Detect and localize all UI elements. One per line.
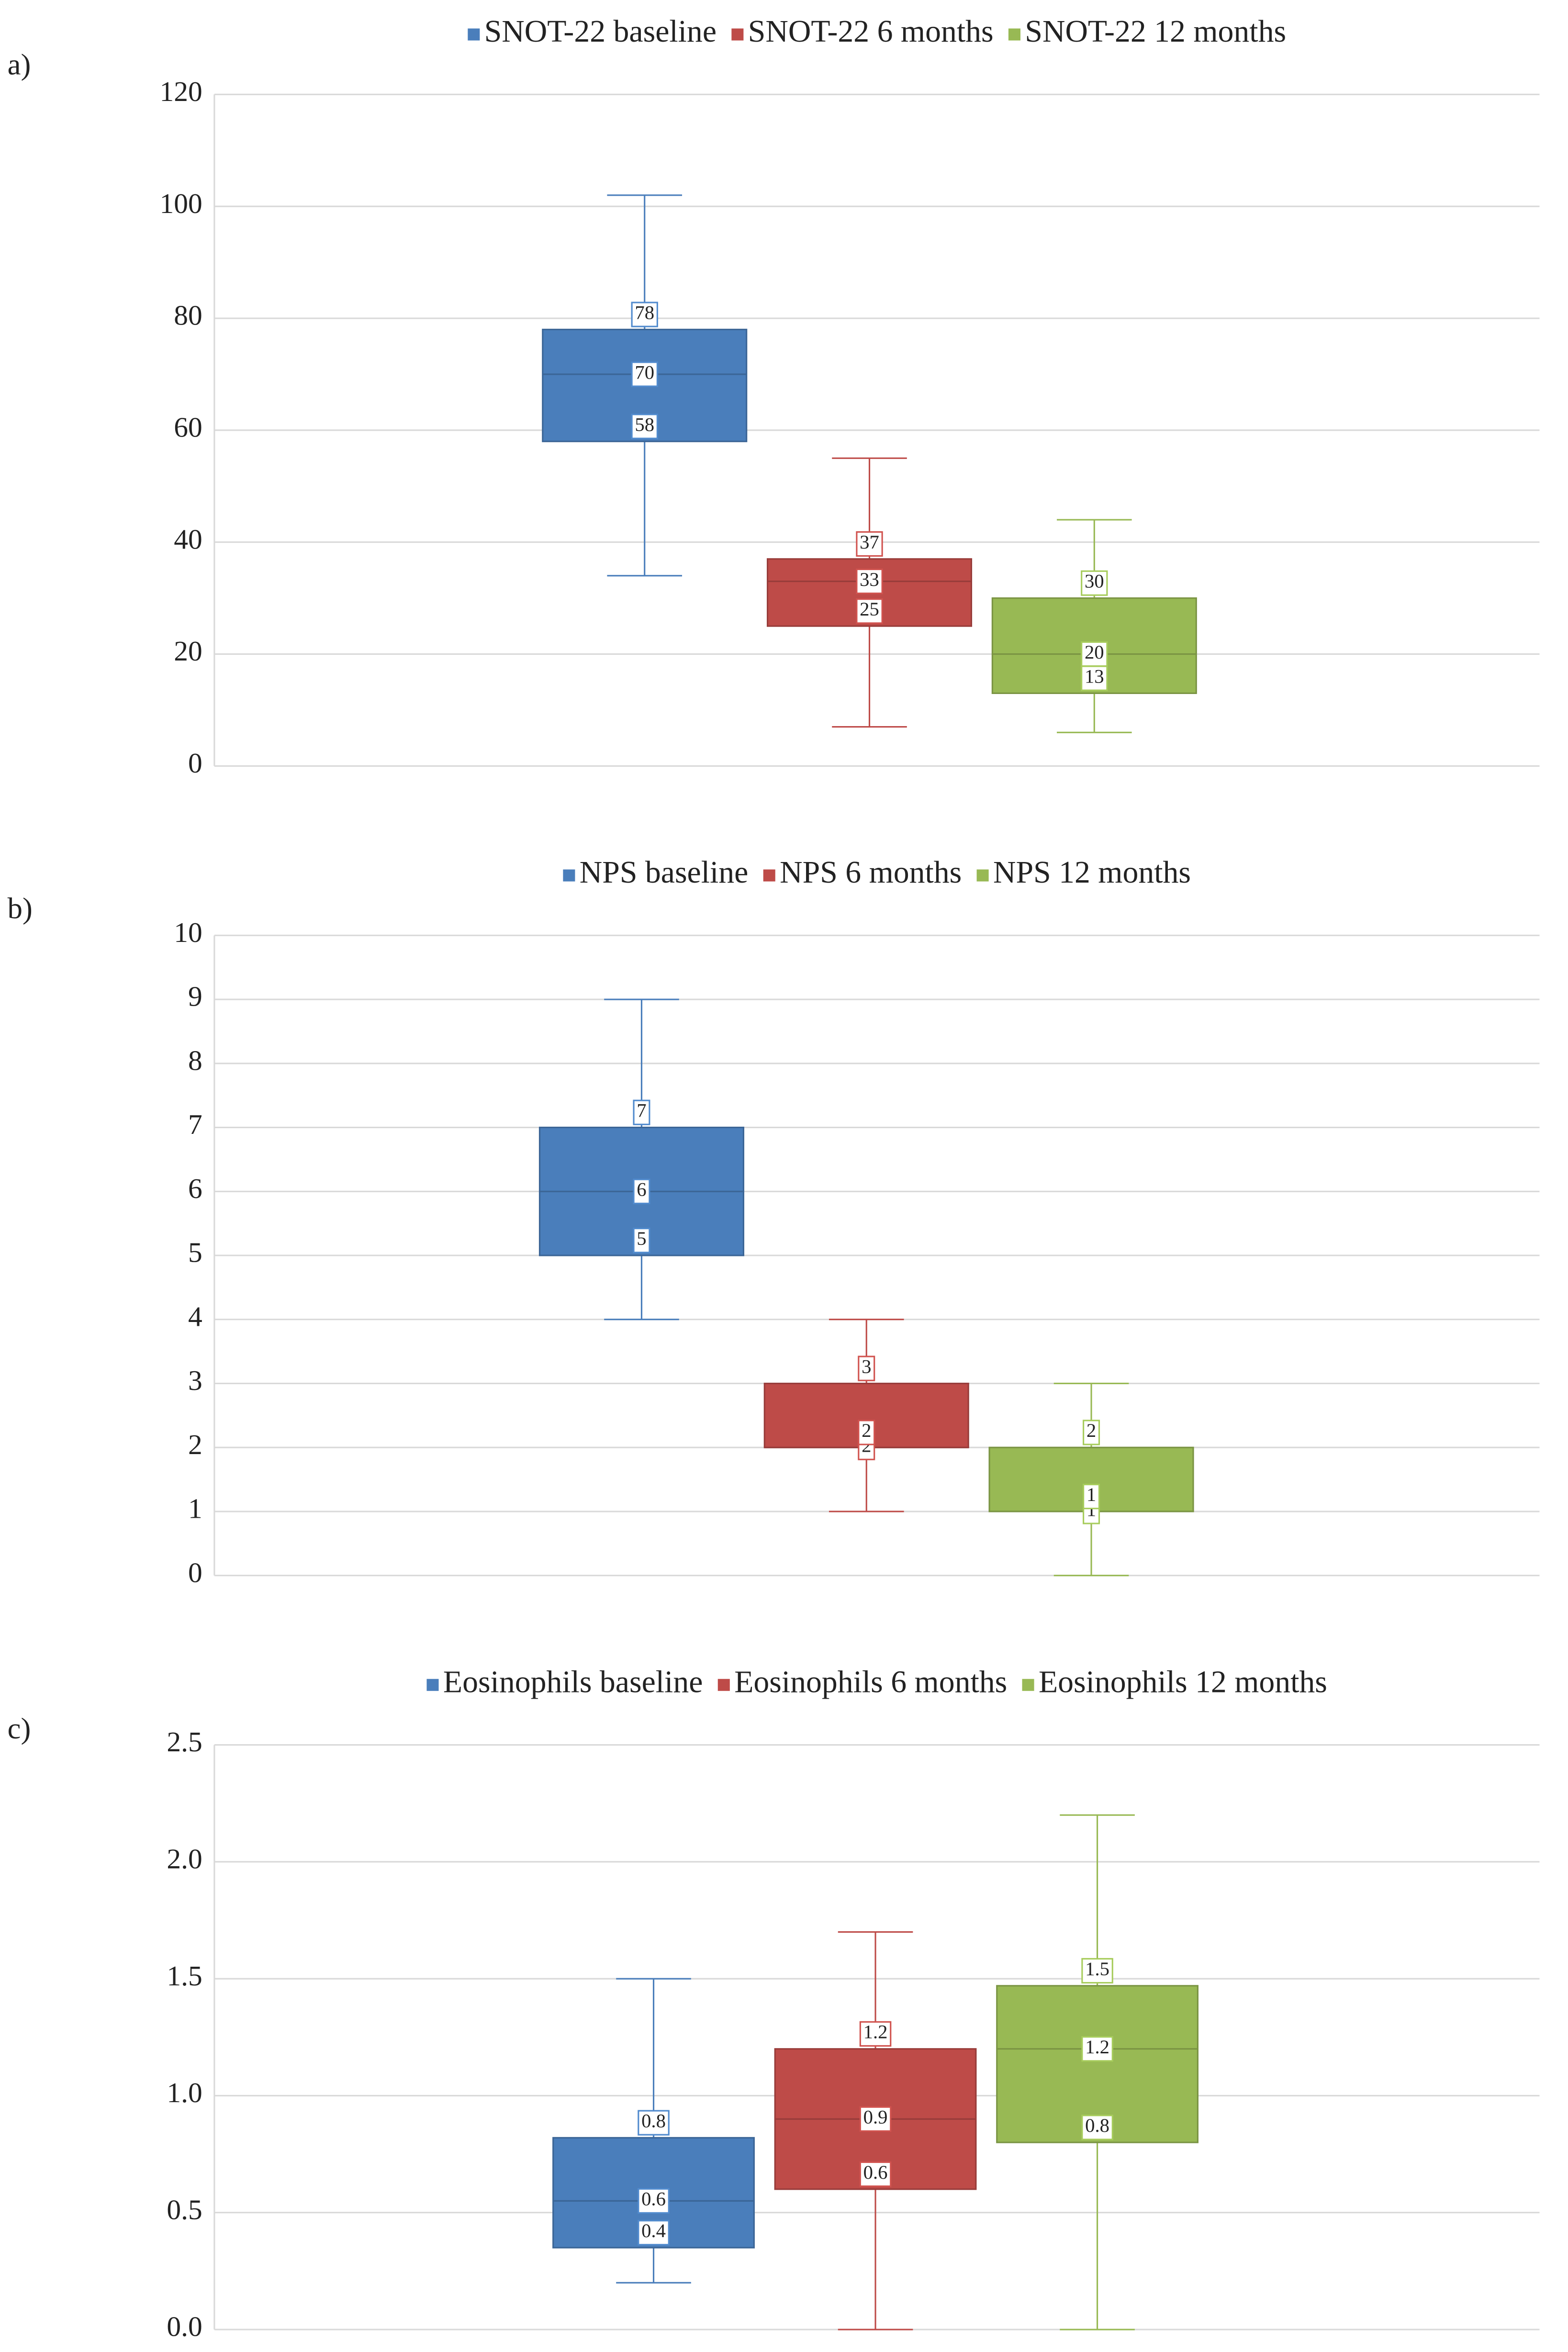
y-tick-label: 100 bbox=[160, 188, 202, 219]
legend-label: NPS baseline bbox=[580, 855, 749, 890]
value-label-box bbox=[1081, 665, 1108, 691]
panel-label: a) bbox=[8, 47, 31, 81]
value-label-box bbox=[858, 1355, 875, 1381]
y-tick-label: 2 bbox=[188, 1429, 202, 1460]
legend-label: SNOT-22 12 months bbox=[1025, 14, 1286, 49]
y-tick-label: 1.5 bbox=[167, 1960, 202, 1992]
value-label: 1.2 bbox=[863, 2021, 888, 2043]
value-label-box bbox=[638, 2188, 670, 2214]
legend-label: NPS 12 months bbox=[993, 855, 1191, 890]
value-label: 1 bbox=[1086, 1484, 1096, 1505]
legend-marker bbox=[1022, 1679, 1034, 1691]
legend-marker bbox=[563, 869, 575, 882]
legend: SNOT-22 baseline SNOT-22 6 months SNOT-22 … bbox=[468, 14, 1286, 49]
value-label: 37 bbox=[860, 531, 879, 553]
value-label-box bbox=[1081, 641, 1108, 667]
legend-marker bbox=[1008, 28, 1020, 41]
y-tick-label: 0 bbox=[188, 1557, 202, 1588]
value-label-box bbox=[859, 2021, 892, 2047]
y-tick-label: 2.5 bbox=[167, 1726, 202, 1758]
value-label: 2 bbox=[1086, 1420, 1096, 1441]
legend: NPS baseline NPS 6 months NPS 12 months bbox=[563, 855, 1191, 890]
value-label-box bbox=[633, 1178, 650, 1204]
value-label: 33 bbox=[860, 569, 879, 590]
value-label: 0.8 bbox=[641, 2110, 666, 2131]
value-label: 1.5 bbox=[1085, 1958, 1109, 1980]
value-label-box bbox=[631, 302, 658, 327]
value-label-box bbox=[1081, 570, 1108, 596]
value-label: 25 bbox=[860, 598, 879, 620]
y-tick-label: 2.0 bbox=[167, 1843, 202, 1875]
value-label-box bbox=[859, 2106, 892, 2132]
legend-marker bbox=[468, 28, 480, 41]
legend-marker bbox=[717, 1679, 730, 1691]
value-label-box bbox=[1083, 1420, 1100, 1445]
value-label: 0.8 bbox=[1085, 2115, 1109, 2136]
legend-label: Eosinophils baseline bbox=[443, 1664, 703, 1699]
value-label-box bbox=[1083, 1483, 1100, 1510]
value-label-box bbox=[1081, 2115, 1113, 2140]
legend-marker bbox=[763, 869, 775, 882]
value-label-box bbox=[638, 2220, 670, 2246]
value-label: 0.9 bbox=[863, 2106, 888, 2128]
value-label-box bbox=[633, 1228, 650, 1254]
y-tick-label: 7 bbox=[188, 1109, 202, 1140]
legend: Eosinophils baseline Eosinophils 6 months… bbox=[426, 1664, 1327, 1699]
value-label: 58 bbox=[635, 414, 654, 435]
value-label-box bbox=[859, 2161, 892, 2187]
y-tick-label: 60 bbox=[174, 412, 202, 443]
legend-marker bbox=[426, 1679, 439, 1691]
y-tick-label: 40 bbox=[174, 523, 202, 555]
y-tick-label: 1.0 bbox=[167, 2077, 202, 2108]
value-label: 5 bbox=[637, 1228, 646, 1249]
y-tick-label: 8 bbox=[188, 1044, 202, 1076]
value-label-box bbox=[633, 1099, 650, 1125]
value-label: 70 bbox=[635, 361, 654, 383]
value-label: 7 bbox=[637, 1100, 646, 1121]
value-label-box bbox=[856, 598, 883, 624]
y-tick-label: 120 bbox=[160, 76, 202, 107]
value-label-box bbox=[631, 361, 658, 387]
value-label-box bbox=[631, 414, 658, 439]
value-label-box bbox=[856, 568, 883, 594]
value-label: 1.2 bbox=[1085, 2036, 1109, 2058]
value-label-box bbox=[1081, 2036, 1113, 2062]
y-tick-label: 0.5 bbox=[167, 2194, 202, 2225]
y-tick-label: 1 bbox=[188, 1493, 202, 1524]
value-label-box bbox=[1081, 1958, 1113, 1984]
value-label: 30 bbox=[1085, 571, 1104, 592]
y-tick-label: 5 bbox=[188, 1237, 202, 1268]
value-label: 13 bbox=[1085, 665, 1104, 687]
legend-label: SNOT-22 6 months bbox=[748, 14, 994, 49]
y-tick-label: 80 bbox=[174, 300, 202, 331]
value-label: 6 bbox=[637, 1179, 646, 1200]
value-label: 2 bbox=[862, 1420, 871, 1441]
value-label: 0.6 bbox=[863, 2162, 888, 2183]
y-tick-label: 3 bbox=[188, 1365, 202, 1396]
value-label: 0.6 bbox=[641, 2188, 666, 2210]
y-tick-label: 4 bbox=[188, 1300, 202, 1332]
panel-label: c) bbox=[8, 1712, 31, 1745]
y-tick-label: 9 bbox=[188, 981, 202, 1012]
legend-label: Eosinophils 6 months bbox=[734, 1664, 1007, 1699]
legend-label: NPS 6 months bbox=[780, 855, 962, 890]
value-label-box bbox=[638, 2110, 670, 2136]
value-label: 0.4 bbox=[641, 2220, 666, 2241]
panel-label: b) bbox=[8, 892, 33, 925]
value-label-box bbox=[856, 531, 883, 557]
y-tick-label: 0 bbox=[188, 747, 202, 779]
legend-label: Eosinophils 12 months bbox=[1039, 1664, 1327, 1699]
legend-marker bbox=[731, 28, 744, 41]
y-tick-label: 10 bbox=[174, 917, 202, 948]
legend-marker bbox=[976, 869, 989, 882]
y-tick-label: 6 bbox=[188, 1173, 202, 1204]
y-tick-label: 0.0 bbox=[167, 2311, 202, 2342]
legend-label: SNOT-22 baseline bbox=[484, 14, 717, 49]
value-label-box bbox=[858, 1420, 875, 1445]
value-label: 78 bbox=[635, 302, 654, 323]
y-tick-label: 20 bbox=[174, 635, 202, 667]
value-label: 20 bbox=[1085, 641, 1104, 663]
value-label: 3 bbox=[862, 1355, 871, 1377]
